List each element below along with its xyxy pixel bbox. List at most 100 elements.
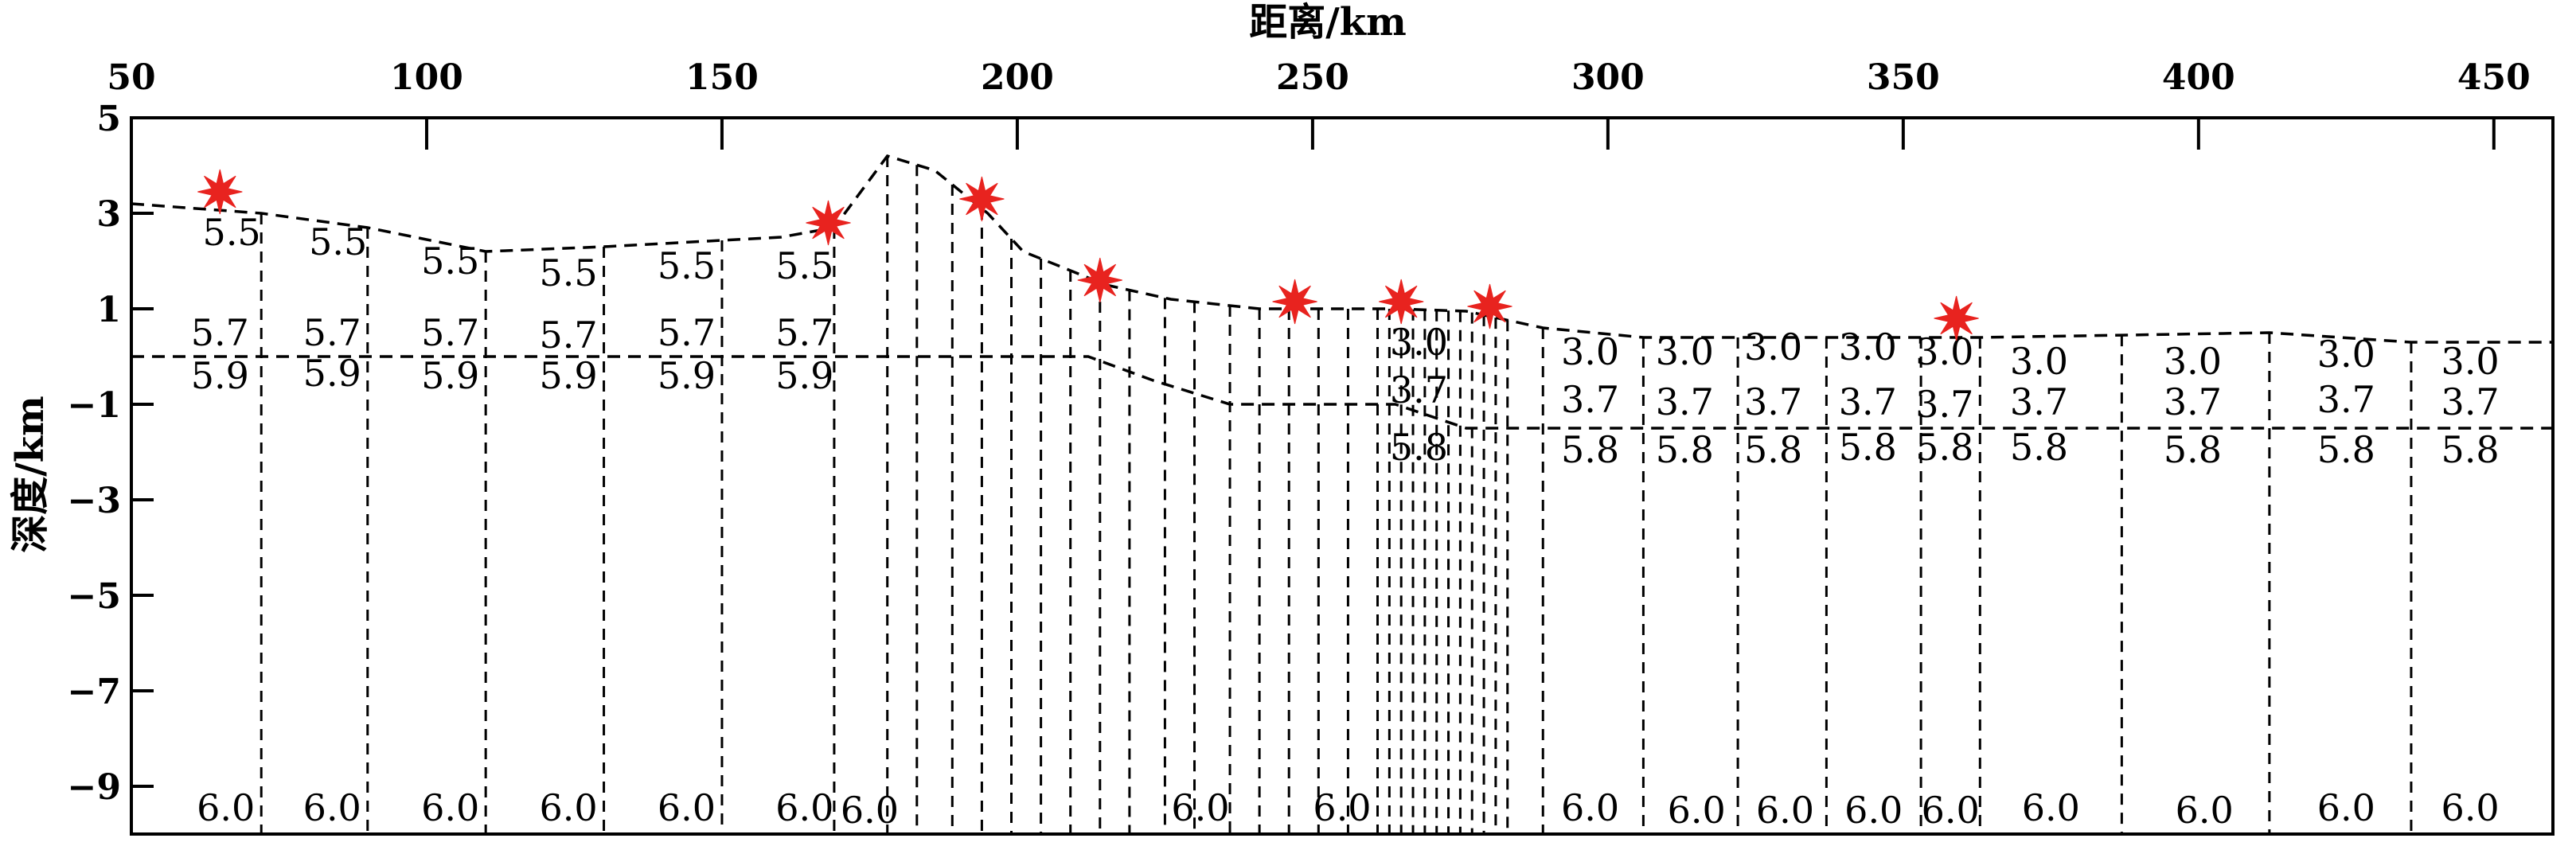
velocity-label: 3.7 — [1390, 368, 1448, 411]
velocity-label: 5.9 — [303, 352, 361, 395]
velocity-label: 3.7 — [1915, 383, 1973, 426]
velocity-label: 3.0 — [1744, 326, 1802, 368]
velocity-label: 3.7 — [2010, 380, 2068, 423]
velocity-label: 6.0 — [197, 786, 255, 829]
x-tick-label: 150 — [685, 57, 759, 98]
velocity-label: 5.8 — [1561, 428, 1619, 471]
y-tick-label: −1 — [68, 385, 121, 426]
layer-boundaries — [131, 154, 2553, 430]
velocity-label: 6.0 — [2317, 786, 2375, 829]
velocity-label: 3.7 — [1839, 380, 1897, 423]
station-marker — [1934, 295, 1979, 341]
x-tick-label: 50 — [107, 57, 155, 98]
x-tick-label: 350 — [1867, 57, 1940, 98]
velocity-label: 5.8 — [2164, 428, 2222, 471]
velocity-label: 3.7 — [2317, 378, 2375, 421]
station-marker — [1467, 283, 1512, 329]
y-tick-label: 3 — [96, 194, 121, 235]
velocity-label: 6.0 — [1171, 786, 1229, 829]
velocity-label: 6.0 — [1313, 786, 1371, 829]
velocity-label: 5.8 — [2317, 428, 2375, 471]
velocity-label: 5.5 — [539, 251, 597, 294]
velocity-label: 6.0 — [2176, 789, 2234, 832]
velocity-label: 6.0 — [1756, 789, 1814, 832]
velocity-label: 5.5 — [421, 240, 479, 283]
station-marker — [1272, 279, 1317, 325]
station-marker — [959, 176, 1005, 222]
x-tick-label: 100 — [390, 57, 463, 98]
velocity-label: 5.8 — [1915, 426, 1973, 469]
velocity-label: 5.5 — [775, 244, 833, 287]
velocity-label: 5.8 — [2441, 428, 2500, 471]
velocity-label: 5.8 — [1839, 426, 1897, 469]
velocity-label: 6.0 — [2441, 786, 2500, 829]
velocity-label: 3.7 — [1744, 380, 1802, 423]
y-axis-label: 深度/km — [8, 396, 53, 553]
velocity-label: 5.7 — [539, 314, 597, 357]
velocity-label: 3.7 — [2441, 380, 2500, 423]
velocity-label: 5.5 — [309, 220, 367, 263]
velocity-label: 5.7 — [303, 311, 361, 354]
velocity-label: 5.7 — [658, 311, 716, 354]
velocity-label: 3.0 — [1561, 330, 1619, 373]
station-marker — [1379, 279, 1424, 325]
velocity-label: 5.8 — [1744, 428, 1802, 471]
velocity-label: 6.0 — [1922, 789, 1980, 832]
station-markers — [197, 169, 1979, 341]
velocity-label: 6.0 — [1561, 786, 1619, 829]
velocity-labels: 5.5 5.5 5.5 5.5 5.5 5.55.7 5.7 5.7 5.7 5.7 5.75.9 5… — [191, 211, 2500, 832]
axis-tick-labels: 50 100 150 200 250 300 350 400 450 5 3 1 −1 −3 −5 −7 −9 — [68, 57, 2531, 808]
axis-ticks — [130, 116, 2496, 788]
station-marker — [197, 169, 243, 215]
velocity-label: 3.0 — [1915, 330, 1973, 373]
station-marker — [1077, 257, 1122, 303]
velocity-label: 6.0 — [303, 786, 361, 829]
velocity-label: 5.7 — [421, 311, 479, 354]
velocity-label: 3.7 — [1656, 380, 1714, 423]
velocity-label: 3.0 — [2164, 340, 2222, 383]
velocity-label: 6.0 — [775, 786, 833, 829]
velocity-label: 6.0 — [1844, 789, 1903, 832]
velocity-label: 5.9 — [775, 354, 833, 397]
x-tick-label: 400 — [2162, 57, 2235, 98]
velocity-label: 5.5 — [658, 244, 716, 287]
velocity-label: 3.0 — [1656, 330, 1714, 373]
velocity-label: 5.8 — [2010, 426, 2068, 469]
x-tick-label: 450 — [2457, 57, 2531, 98]
velocity-label: 5.5 — [203, 211, 261, 254]
velocity-label: 5.9 — [421, 354, 479, 397]
y-tick-label: −9 — [68, 767, 121, 808]
y-tick-label: −5 — [68, 576, 121, 617]
velocity-label: 5.7 — [775, 311, 833, 354]
velocity-label: 6.0 — [539, 786, 597, 829]
velocity-label: 3.7 — [2164, 380, 2222, 423]
x-tick-label: 300 — [1571, 57, 1645, 98]
interface-boundary-line — [131, 355, 2553, 430]
velocity-label: 3.0 — [1839, 326, 1897, 368]
velocity-label: 5.9 — [539, 354, 597, 397]
velocity-label: 5.8 — [1390, 426, 1448, 469]
velocity-label: 6.0 — [2022, 786, 2080, 829]
velocity-label: 3.0 — [2441, 340, 2500, 383]
velocity-label: 5.7 — [191, 311, 249, 354]
x-tick-label: 250 — [1276, 57, 1349, 98]
velocity-label: 3.0 — [1390, 321, 1448, 364]
surface-boundary-line — [131, 154, 2553, 344]
velocity-label: 6.0 — [841, 789, 899, 832]
velocity-label: 5.9 — [658, 354, 716, 397]
station-marker — [806, 200, 851, 246]
velocity-label: 3.0 — [2010, 340, 2068, 383]
y-tick-label: −3 — [68, 481, 121, 521]
x-axis-label: 距离/km — [1249, 0, 1407, 45]
node-lines — [260, 156, 2413, 834]
x-tick-label: 200 — [981, 57, 1054, 98]
velocity-label: 6.0 — [421, 786, 479, 829]
y-tick-label: −7 — [68, 672, 121, 712]
plot-frame — [130, 116, 2555, 836]
velocity-label: 3.7 — [1561, 378, 1619, 421]
velocity-label: 6.0 — [1668, 789, 1726, 832]
y-tick-label: 5 — [96, 99, 121, 139]
velocity-label: 5.9 — [191, 354, 249, 397]
y-tick-label: 1 — [96, 290, 121, 330]
velocity-label: 5.8 — [1656, 428, 1714, 471]
